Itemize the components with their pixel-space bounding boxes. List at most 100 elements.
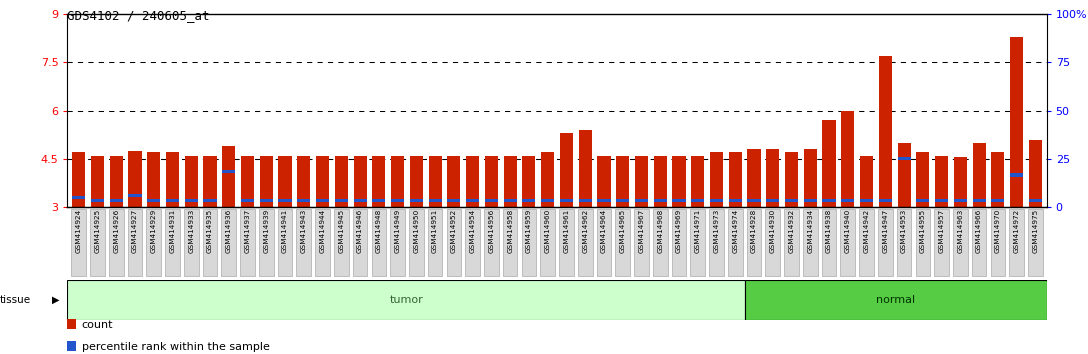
Bar bbox=[428, 209, 443, 276]
Bar bbox=[746, 209, 762, 276]
Bar bbox=[184, 209, 199, 276]
Text: GSM414950: GSM414950 bbox=[413, 209, 419, 253]
Bar bbox=[128, 194, 141, 198]
Bar bbox=[634, 209, 648, 276]
Bar bbox=[372, 199, 385, 202]
Bar bbox=[804, 149, 817, 207]
Text: GSM414924: GSM414924 bbox=[76, 209, 82, 253]
Bar bbox=[935, 156, 948, 207]
Bar bbox=[447, 199, 460, 202]
Bar bbox=[747, 199, 761, 202]
Bar bbox=[429, 156, 442, 207]
Text: GSM414929: GSM414929 bbox=[151, 209, 157, 253]
Bar bbox=[653, 209, 668, 276]
Bar bbox=[766, 199, 779, 202]
Bar bbox=[784, 199, 799, 202]
Bar bbox=[335, 156, 348, 207]
Text: GSM414932: GSM414932 bbox=[789, 209, 794, 253]
Bar bbox=[710, 153, 724, 207]
Bar bbox=[1010, 209, 1024, 276]
Bar bbox=[616, 209, 630, 276]
Bar bbox=[973, 143, 986, 207]
Bar bbox=[916, 199, 929, 202]
Bar bbox=[410, 156, 423, 207]
Bar bbox=[316, 209, 330, 276]
Bar bbox=[391, 156, 404, 207]
Bar bbox=[202, 209, 218, 276]
Text: GSM414930: GSM414930 bbox=[770, 209, 776, 253]
Bar bbox=[691, 199, 704, 202]
Text: GSM414960: GSM414960 bbox=[545, 209, 551, 253]
Bar bbox=[1010, 173, 1023, 177]
Bar bbox=[185, 156, 198, 207]
Text: GSM414944: GSM414944 bbox=[320, 209, 325, 253]
Text: GSM414952: GSM414952 bbox=[450, 209, 457, 253]
Bar bbox=[879, 199, 892, 202]
Bar bbox=[616, 156, 629, 207]
Bar bbox=[916, 153, 929, 207]
Bar bbox=[898, 143, 911, 207]
Bar bbox=[578, 209, 593, 276]
Bar bbox=[671, 209, 687, 276]
Bar bbox=[804, 199, 817, 202]
Text: GSM414946: GSM414946 bbox=[357, 209, 363, 253]
Text: GSM414964: GSM414964 bbox=[601, 209, 607, 253]
Bar bbox=[954, 157, 967, 207]
Bar bbox=[766, 209, 780, 276]
Bar bbox=[915, 209, 930, 276]
Text: GSM414969: GSM414969 bbox=[676, 209, 682, 253]
Text: GSM414935: GSM414935 bbox=[207, 209, 213, 253]
Bar bbox=[860, 209, 874, 276]
Bar bbox=[297, 199, 310, 202]
Text: GSM414955: GSM414955 bbox=[919, 209, 926, 253]
Bar bbox=[466, 209, 480, 276]
Bar bbox=[935, 209, 949, 276]
Bar bbox=[485, 156, 498, 207]
Bar bbox=[672, 156, 685, 207]
Bar bbox=[691, 209, 705, 276]
Bar bbox=[972, 209, 987, 276]
Text: GSM414957: GSM414957 bbox=[939, 209, 944, 253]
Bar bbox=[747, 149, 761, 207]
Text: GSM414942: GSM414942 bbox=[864, 209, 869, 253]
Bar bbox=[279, 199, 292, 202]
Bar bbox=[466, 199, 479, 202]
Text: ▶: ▶ bbox=[52, 295, 60, 305]
Bar bbox=[185, 199, 198, 202]
Text: percentile rank within the sample: percentile rank within the sample bbox=[82, 342, 270, 352]
Bar bbox=[597, 199, 610, 202]
Text: GSM414937: GSM414937 bbox=[245, 209, 250, 253]
Text: GSM414939: GSM414939 bbox=[263, 209, 270, 253]
Bar bbox=[559, 209, 573, 276]
Text: GSM414970: GSM414970 bbox=[994, 209, 1001, 253]
Bar bbox=[277, 209, 293, 276]
Text: GSM414959: GSM414959 bbox=[526, 209, 532, 253]
Bar bbox=[596, 209, 611, 276]
Bar bbox=[110, 156, 123, 207]
Bar bbox=[203, 156, 217, 207]
Bar bbox=[803, 209, 817, 276]
Bar bbox=[691, 156, 704, 207]
Bar bbox=[240, 209, 255, 276]
Bar bbox=[72, 153, 85, 207]
Bar bbox=[935, 199, 948, 202]
Text: GSM414931: GSM414931 bbox=[170, 209, 175, 253]
Text: GSM414954: GSM414954 bbox=[470, 209, 475, 253]
Bar bbox=[841, 199, 854, 202]
Text: GSM414958: GSM414958 bbox=[507, 209, 514, 253]
Bar bbox=[973, 199, 986, 202]
Text: GDS4102 / 240605_at: GDS4102 / 240605_at bbox=[67, 9, 210, 22]
Bar bbox=[898, 157, 911, 160]
Text: GSM414926: GSM414926 bbox=[113, 209, 120, 253]
Text: GSM414962: GSM414962 bbox=[582, 209, 589, 253]
Bar bbox=[654, 156, 667, 207]
Bar bbox=[90, 209, 104, 276]
Bar bbox=[504, 156, 517, 207]
Bar bbox=[784, 153, 799, 207]
Bar bbox=[466, 156, 479, 207]
Bar bbox=[297, 209, 311, 276]
Text: normal: normal bbox=[877, 295, 916, 305]
Text: GSM414943: GSM414943 bbox=[300, 209, 307, 253]
Bar bbox=[260, 156, 273, 207]
Bar bbox=[560, 199, 573, 202]
